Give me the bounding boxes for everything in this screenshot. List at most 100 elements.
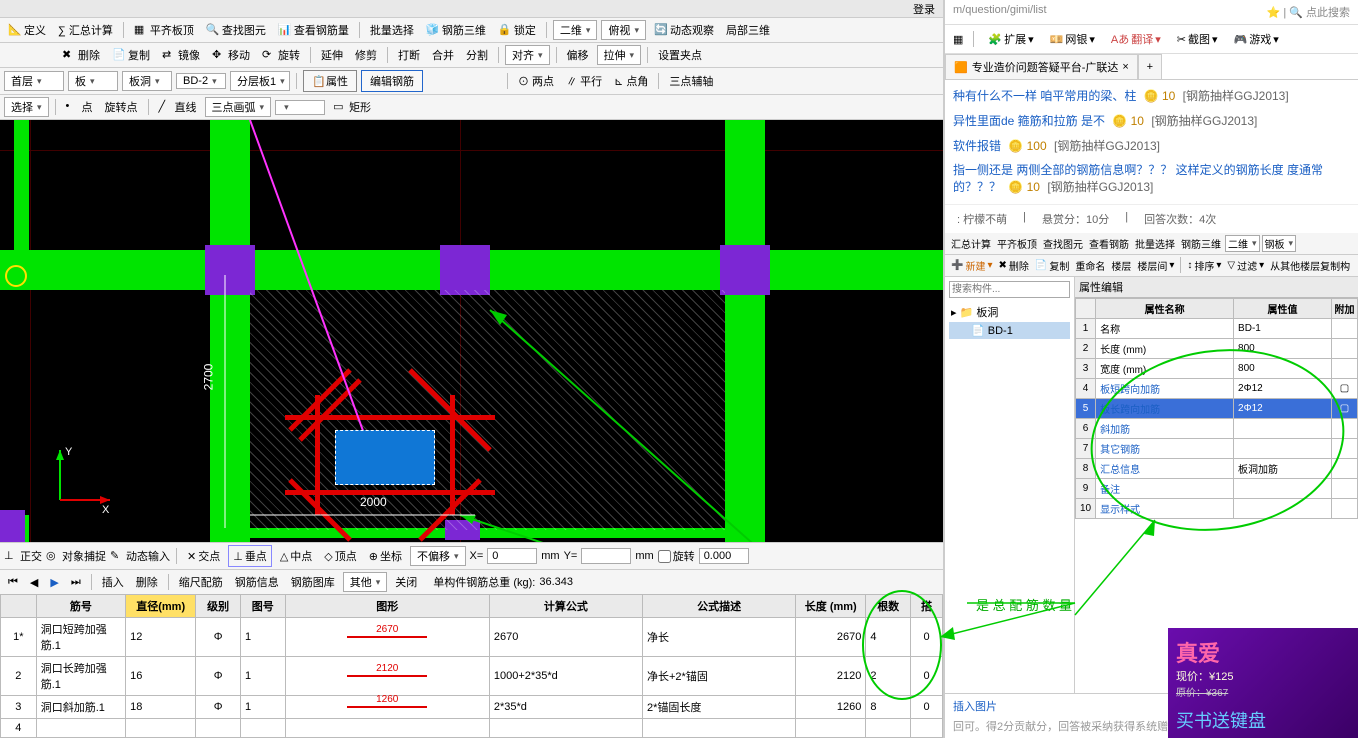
btn-rotate[interactable]: ⟳旋转 (258, 45, 304, 65)
nav-next[interactable]: ▶ (46, 574, 62, 591)
btn-split[interactable]: 分割 (462, 45, 492, 65)
btn-align-top[interactable]: ▦平齐板顶 (130, 20, 198, 40)
table-row[interactable]: 2洞口长跨加强筋.116Φ1 2120 1000+2*35*d净长+2*锚固21… (1, 657, 943, 696)
btn-rect[interactable]: ▭矩形 (329, 97, 375, 117)
btn-find[interactable]: 🔍查找图元 (202, 20, 270, 40)
tree-search[interactable] (949, 281, 1070, 298)
btn-edit-rebar[interactable]: 编辑钢筋 (361, 70, 423, 92)
btn-sum[interactable]: ∑ 汇总计算 (54, 20, 117, 40)
chk-ortho[interactable]: ⊥正交 (4, 548, 42, 564)
btn-mirror[interactable]: ⇄镜像 (158, 45, 204, 65)
r-rename[interactable]: 重命名 (1073, 257, 1107, 274)
dd-other[interactable]: 其他 (343, 572, 388, 592)
btn-3d[interactable]: 🧊钢筋三维 (422, 20, 490, 40)
ext-extensions[interactable]: 🧩 扩展 ▾ (984, 29, 1037, 49)
r-2d[interactable]: 二维 (1225, 235, 1260, 252)
tab-close-icon[interactable]: × (1122, 61, 1128, 73)
r-filter[interactable]: ▽过滤▾ (1225, 257, 1266, 274)
btn-extend[interactable]: 延伸 (317, 45, 347, 65)
btn-local-3d[interactable]: 局部三维 (722, 20, 774, 40)
dd-stretch[interactable]: 拉伸 (597, 45, 642, 65)
btn-properties[interactable]: 📋属性 (303, 70, 357, 92)
btn-offset[interactable]: 偏移 (563, 45, 593, 65)
btn-delete[interactable]: ✖删除 (58, 45, 104, 65)
dd-subcategory[interactable]: 板洞 (122, 71, 172, 91)
input-rotate[interactable] (699, 548, 749, 564)
r-floor[interactable]: 楼层 (1109, 257, 1133, 274)
r-find[interactable]: 查找图元 (1041, 235, 1085, 252)
btn-insert-row[interactable]: 插入 (98, 572, 128, 592)
tree-root[interactable]: ▸ 📁 板洞 (949, 302, 1070, 322)
btn-lock[interactable]: 🔒锁定 (494, 20, 540, 40)
table-row[interactable]: 1*洞口短跨加强筋.112Φ1 2670 2670净长267040 (1, 618, 943, 657)
table-row[interactable]: 3洞口斜加筋.118Φ1 1260 2*35*d2*锚固长度126080 (1, 696, 943, 719)
menu-login[interactable]: 登录 (909, 0, 939, 19)
nav-prev[interactable]: ◀ (26, 574, 42, 591)
r-from[interactable]: 从其他楼层复制构 (1268, 257, 1352, 274)
chk-rotate[interactable]: 旋转 (658, 548, 695, 564)
qa-item[interactable]: 指一侧还是 两侧全部的钢筋信息啊？？？ 这样定义的钢筋长度 度通常的？？？ 🪙 … (945, 158, 1358, 200)
btn-move[interactable]: ✥移动 (208, 45, 254, 65)
prop-row[interactable]: 7其它钢筋 (1076, 438, 1358, 458)
r-align[interactable]: 平齐板顶 (995, 235, 1039, 252)
btn-two-point[interactable]: ⊙ 两点 (514, 71, 558, 91)
prop-row[interactable]: 6斜加筋 (1076, 418, 1358, 438)
drawing-canvas[interactable]: Y X 2700 2000 (0, 120, 943, 542)
btn-parallel[interactable]: ∥ 平行 (562, 71, 606, 91)
browser-new-tab[interactable]: + (1138, 54, 1162, 79)
dd-member[interactable]: BD-2 (176, 73, 226, 89)
btn-snap-inter[interactable]: ✕ 交点 (183, 546, 224, 566)
qa-item[interactable]: 软件报错 🪙 100 [钢筋抽样GGJ2013] (945, 134, 1358, 159)
dd-floor[interactable]: 首层 (4, 71, 64, 91)
btn-snap-mid[interactable]: △ 中点 (276, 546, 316, 566)
btn-rebar-info[interactable]: 钢筋信息 (231, 572, 283, 592)
btn-dyn-view[interactable]: 🔄动态观察 (650, 20, 718, 40)
btn-rebar-qty[interactable]: 📊查看钢筋量 (274, 20, 353, 40)
btn-snap-perp[interactable]: ⊥ 垂点 (228, 545, 272, 567)
btn-snap-coord[interactable]: ⊕ 坐标 (365, 546, 406, 566)
prop-row[interactable]: 3宽度 (mm)800 (1076, 358, 1358, 378)
tree-child[interactable]: 📄 BD-1 (949, 322, 1070, 339)
dd-arc[interactable]: 三点画弧 (205, 97, 272, 117)
dd-empty[interactable] (275, 100, 325, 115)
prop-row[interactable]: 1名称BD-1 (1076, 318, 1358, 338)
input-y[interactable] (581, 548, 631, 564)
input-x[interactable] (487, 548, 537, 564)
btn-rotpoint[interactable]: 旋转点 (101, 97, 142, 117)
r-new[interactable]: ➕新建▾ (949, 257, 994, 274)
btn-dot-angle[interactable]: ⊾ 点角 (610, 71, 652, 91)
qa-item[interactable]: 种有什么不一样 咱平常用的梁、柱 🪙 10 [钢筋抽样GGJ2013] (945, 84, 1358, 109)
btn-rebar-lib[interactable]: 钢筋图库 (287, 572, 339, 592)
dd-align[interactable]: 对齐 (505, 45, 550, 65)
prop-row[interactable]: 10显示样式 (1076, 498, 1358, 518)
btn-close-panel[interactable]: 关闭 (391, 572, 421, 592)
table-row[interactable]: 4 (1, 719, 943, 738)
ad-banner[interactable]: 真爱 现价：¥125 原价：¥367 买书送键盘 (1168, 628, 1358, 738)
nav-first[interactable]: ⏮ (4, 574, 22, 591)
r-3d[interactable]: 钢筋三维 (1179, 235, 1223, 252)
r-copy[interactable]: 📄复制 (1033, 257, 1071, 274)
btn-delete-row[interactable]: 删除 (132, 572, 162, 592)
browser-tab[interactable]: 🟧专业造价问题答疑平台-广联达× (945, 54, 1138, 79)
btn-define[interactable]: 📐定义 (4, 20, 50, 40)
ext-games[interactable]: 🎮 游戏 ▾ (1230, 29, 1283, 49)
ext-screenshot[interactable]: ✂ 截图 ▾ (1173, 29, 1222, 49)
r-between[interactable]: 楼层间▾ (1135, 257, 1176, 274)
btn-three-axis[interactable]: 三点辅轴 (665, 71, 717, 91)
btn-trim[interactable]: 修剪 (351, 45, 381, 65)
r-sum[interactable]: 汇总计算 (949, 235, 993, 252)
dd-layer[interactable]: 分层板1 (230, 71, 290, 91)
chk-osnap[interactable]: ◎对象捕捉 (46, 548, 106, 564)
dd-select[interactable]: 选择 (4, 97, 49, 117)
btn-batch[interactable]: 批量选择 (366, 20, 418, 40)
btn-grip[interactable]: 设置夹点 (654, 45, 706, 65)
prop-row[interactable]: 2长度 (mm)800 (1076, 338, 1358, 358)
btn-break[interactable]: 打断 (394, 45, 424, 65)
btn-scale-rebar[interactable]: 缩尺配筋 (175, 572, 227, 592)
ext-menu-icon[interactable]: ▦ (953, 33, 963, 46)
prop-row[interactable]: 5板长跨向加筋2Φ12▢ (1076, 398, 1358, 418)
r-batch[interactable]: 批量选择 (1133, 235, 1177, 252)
prop-row[interactable]: 4板短跨向加筋2Φ12▢ (1076, 378, 1358, 398)
nav-last[interactable]: ⏭ (67, 574, 85, 591)
prop-row[interactable]: 9备注 (1076, 478, 1358, 498)
